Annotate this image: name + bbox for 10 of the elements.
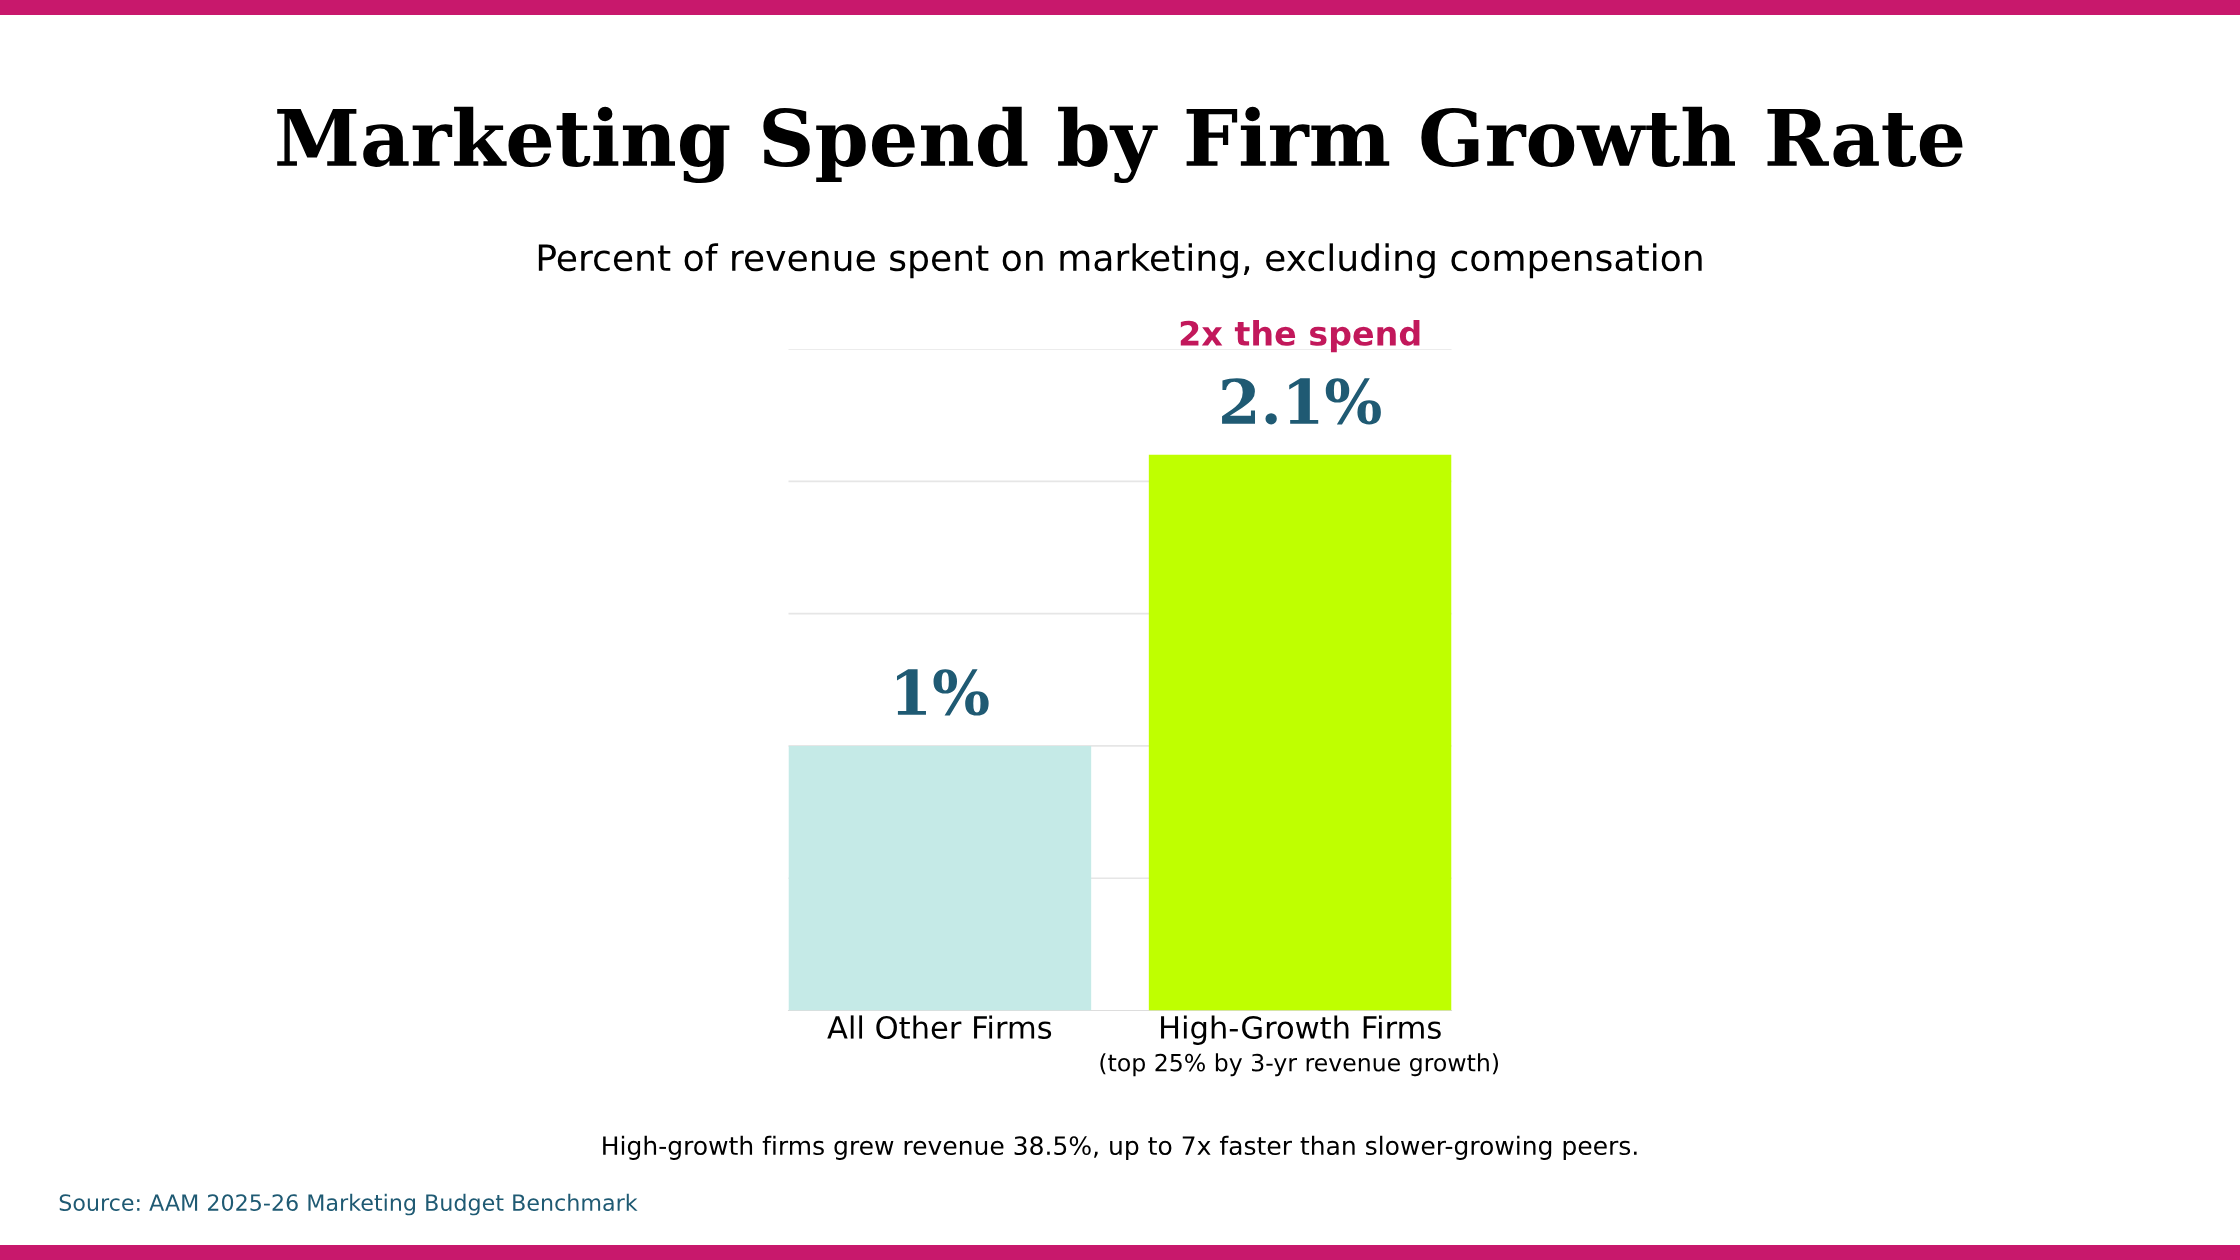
- data-label: 2.1%: [1222, 378, 1381, 425]
- chart-subtitle: Percent of revenue spent on marketing, excluding compensation: [538, 243, 1702, 279]
- x-tick-label: High-Growth Firms: [1161, 1015, 1441, 1045]
- x-tick-label: All Other Firms: [827, 1015, 1052, 1040]
- data-label: 1%: [896, 669, 989, 716]
- chart-title: Marketing Spend by Firm Growth Rate: [277, 106, 1963, 184]
- annotation: 2x the spend: [1180, 320, 1420, 353]
- source-note: Source: AAM 2025-26 Marketing Budget Benchmark: [59, 1193, 638, 1216]
- text: High-growth firms grew revenue 38.5%, up to 7x faster than slower-growing peers.: [603, 1135, 1637, 1160]
- text: (top 25% by 3-yr revenue growth): [1100, 1053, 1499, 1077]
